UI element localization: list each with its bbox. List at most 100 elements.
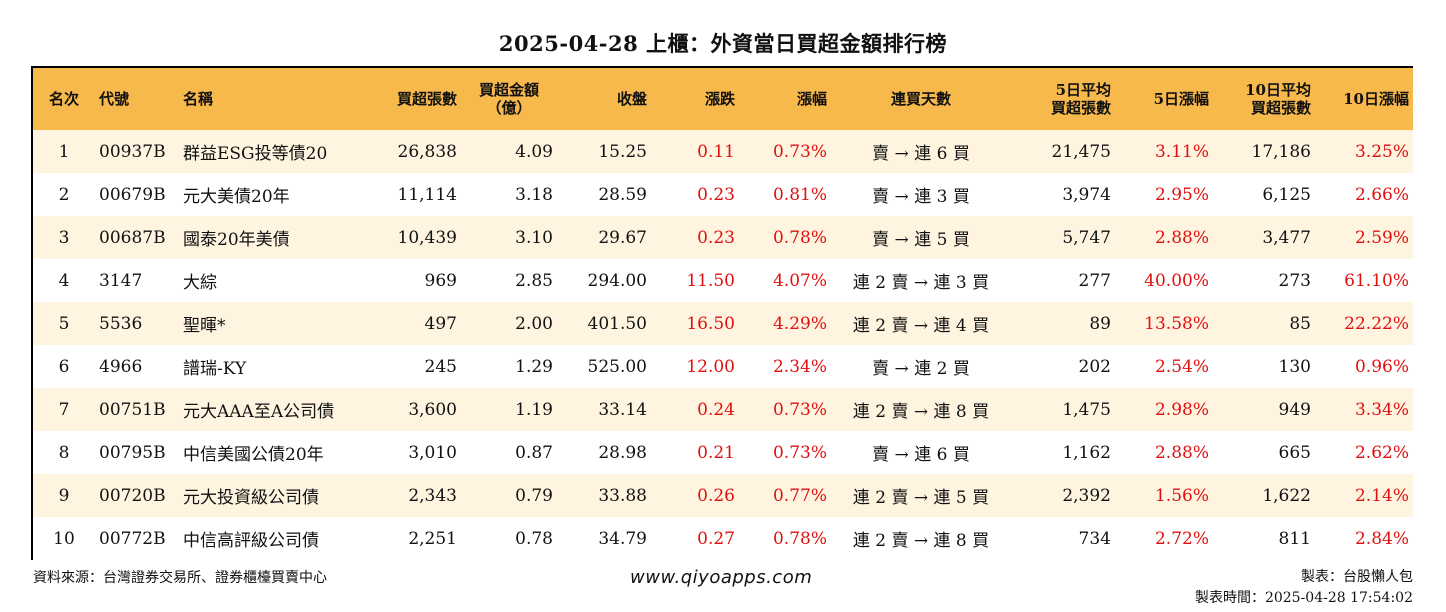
table-cell: 2.88% bbox=[1154, 227, 1209, 248]
table-cell: 賣 → 連 5 買 bbox=[872, 230, 970, 250]
timestamp: 製表時間：2025-04-28 17:54:02 bbox=[1194, 590, 1413, 606]
table-cell: 2,251 bbox=[408, 528, 457, 549]
table-cell: 3.25% bbox=[1354, 141, 1409, 162]
table-cell: 中信高評級公司債 bbox=[183, 531, 319, 551]
table-cell: 5,747 bbox=[1062, 227, 1111, 248]
table-cell: 2.66% bbox=[1354, 184, 1409, 205]
table-cell: 1.19 bbox=[515, 399, 553, 420]
table-cell: 665 bbox=[1278, 442, 1311, 463]
table-cell: 4.07% bbox=[772, 270, 827, 291]
column-header: 5日平均 買超張數 bbox=[1050, 81, 1111, 117]
table-cell: 16.50 bbox=[686, 313, 735, 334]
table-cell: 4966 bbox=[99, 356, 143, 377]
table-cell: 賣 → 連 2 買 bbox=[872, 359, 970, 379]
table-cell: 2.85 bbox=[515, 270, 553, 291]
table-cell: 401.50 bbox=[587, 313, 647, 334]
table-cell: 0.78 bbox=[515, 528, 553, 549]
table-row: 10 00772B 中信高評級公司債 2,251 0.78 34.79 0.27 0.78% 連… bbox=[33, 517, 1413, 560]
table-cell: 277 bbox=[1078, 270, 1111, 291]
table-cell: 734 bbox=[1078, 528, 1111, 549]
table-cell: 2.62% bbox=[1354, 442, 1409, 463]
table-cell: 22.22% bbox=[1344, 313, 1409, 334]
table-cell: 273 bbox=[1278, 270, 1311, 291]
table-cell: 2.54% bbox=[1154, 356, 1209, 377]
table-cell: 連 2 賣 → 連 5 買 bbox=[852, 488, 990, 508]
website-link[interactable]: www.qiyoapps.com bbox=[630, 567, 813, 588]
table-cell: 5 bbox=[58, 313, 70, 334]
table-cell: 3,600 bbox=[408, 399, 457, 420]
table-cell: 4.29% bbox=[772, 313, 827, 334]
table-cell: 0.24 bbox=[697, 399, 735, 420]
table-cell: 40.00% bbox=[1144, 270, 1209, 291]
table-cell: 497 bbox=[424, 313, 457, 334]
table-cell: 連 2 賣 → 連 3 買 bbox=[852, 273, 990, 293]
table-cell: 00795B bbox=[99, 442, 166, 463]
table-cell: 15.25 bbox=[598, 141, 647, 162]
column-header: 名次 bbox=[48, 90, 79, 108]
table-cell: 12.00 bbox=[686, 356, 735, 377]
table-cell: 3.34% bbox=[1354, 399, 1409, 420]
table-cell: 26,838 bbox=[397, 141, 457, 162]
table-cell: 00751B bbox=[99, 399, 166, 420]
table-cell: 2.34% bbox=[772, 356, 827, 377]
table-cell: 賣 → 連 3 買 bbox=[872, 187, 970, 207]
table-cell: 6 bbox=[58, 356, 70, 377]
table-cell: 17,186 bbox=[1251, 141, 1311, 162]
table-row: 7 00751B 元大AAA至A公司債 3,600 1.19 33.14 0.24 0.73%… bbox=[33, 388, 1413, 431]
table-cell: 28.98 bbox=[598, 442, 647, 463]
table-cell: 811 bbox=[1278, 528, 1311, 549]
table-cell: 連 2 賣 → 連 4 買 bbox=[852, 316, 990, 336]
table-cell: 3.11% bbox=[1154, 141, 1209, 162]
table-cell: 949 bbox=[1278, 399, 1311, 420]
table-cell: 群益ESG投等債20 bbox=[183, 144, 328, 164]
table-cell: 賣 → 連 6 買 bbox=[872, 445, 970, 465]
table-cell: 1,162 bbox=[1062, 442, 1111, 463]
table-cell: 33.88 bbox=[598, 485, 647, 506]
table-cell: 29.67 bbox=[598, 227, 647, 248]
table-cell: 1,622 bbox=[1262, 485, 1311, 506]
table-cell: 譜瑞-KY bbox=[183, 359, 247, 379]
table-row: 2 00679B 元大美債20年 11,114 3.18 28.59 0.23 0.81% 賣 … bbox=[33, 173, 1413, 216]
data-source: 資料來源：台灣證券交易所、證券櫃檯買賣中心 bbox=[33, 570, 327, 586]
table-row: 9 00720B 元大投資級公司債 2,343 0.79 33.88 0.26 0.77% 連 … bbox=[33, 474, 1413, 517]
table-cell: 969 bbox=[424, 270, 457, 291]
table-cell: 連 2 賣 → 連 8 買 bbox=[852, 531, 990, 551]
table-cell: 89 bbox=[1089, 313, 1111, 334]
table-cell: 525.00 bbox=[587, 356, 647, 377]
table-cell: 2.72% bbox=[1154, 528, 1209, 549]
table-cell: 1.56% bbox=[1154, 485, 1209, 506]
table-cell: 元大AAA至A公司債 bbox=[183, 402, 335, 422]
table-cell: 賣 → 連 6 買 bbox=[872, 144, 970, 164]
table-cell: 1 bbox=[58, 141, 70, 162]
table-cell: 7 bbox=[58, 399, 70, 420]
table-cell: 3147 bbox=[99, 270, 143, 291]
table-cell: 33.14 bbox=[598, 399, 647, 420]
table-cell: 2.98% bbox=[1154, 399, 1209, 420]
table-cell: 0.96% bbox=[1354, 356, 1409, 377]
table-cell: 2 bbox=[58, 184, 70, 205]
table-cell: 0.23 bbox=[697, 184, 735, 205]
table-cell: 連 2 賣 → 連 8 買 bbox=[852, 402, 990, 422]
table-cell: 2.14% bbox=[1354, 485, 1409, 506]
table-row: 3 00687B 國泰20年美債 10,439 3.10 29.67 0.23 0.78% 賣 … bbox=[33, 216, 1413, 259]
table-cell: 4 bbox=[58, 270, 70, 291]
table-cell: 85 bbox=[1289, 313, 1311, 334]
table-row: 4 3147 大綜 969 2.85 294.00 11.50 4.07% 連 2 賣 → 連 … bbox=[33, 259, 1413, 302]
table-cell: 2.95% bbox=[1154, 184, 1209, 205]
column-header: 代號 bbox=[99, 90, 130, 108]
table-cell: 0.87 bbox=[515, 442, 553, 463]
table-row: 1 00937B 群益ESG投等債20 26,838 4.09 15.25 0.11 0.73… bbox=[33, 130, 1413, 173]
table-cell: 中信美國公債20年 bbox=[183, 445, 324, 465]
table-cell: 11,114 bbox=[397, 184, 457, 205]
column-header: 10日漲幅 bbox=[1343, 90, 1409, 108]
column-header: 漲幅 bbox=[796, 90, 827, 108]
table-cell: 21,475 bbox=[1051, 141, 1111, 162]
ranking-table-grid: 名次 代號 名稱 買超張數 買超金額 （億） 收盤 漲跌 漲幅 連買天數 5日平均 買超張數 5日漲… bbox=[33, 68, 1413, 560]
table-body: 1 00937B 群益ESG投等債20 26,838 4.09 15.25 0.11 0.73… bbox=[33, 130, 1413, 560]
table-cell: 0.11 bbox=[697, 141, 735, 162]
table-cell: 0.26 bbox=[697, 485, 735, 506]
table-cell: 0.23 bbox=[697, 227, 735, 248]
column-header: 10日平均 買超張數 bbox=[1245, 81, 1311, 117]
table-cell: 245 bbox=[424, 356, 457, 377]
table-cell: 2,392 bbox=[1062, 485, 1111, 506]
